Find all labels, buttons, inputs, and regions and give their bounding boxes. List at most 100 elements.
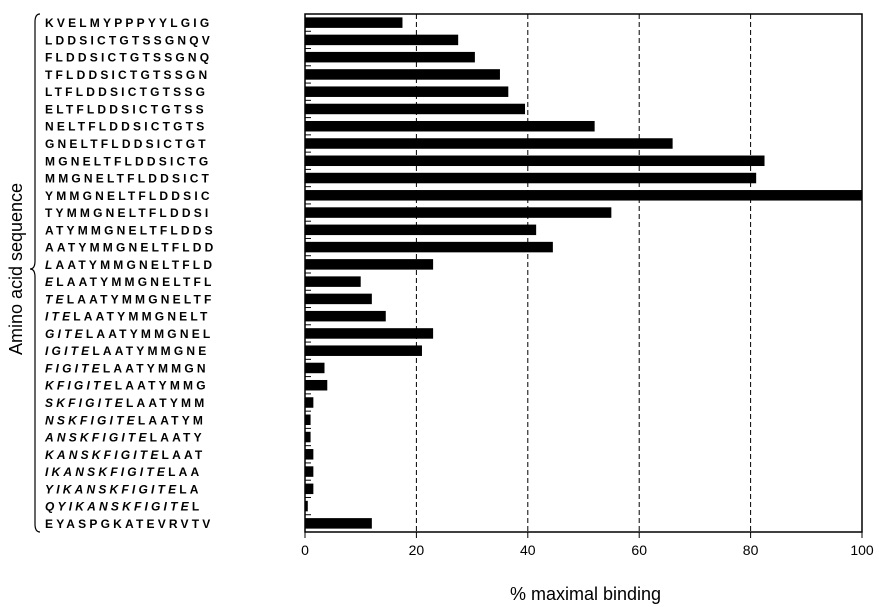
grid-lines [415, 14, 752, 532]
bar [305, 190, 862, 201]
y-tick-label: ELAATYMMGNELTFL [45, 275, 215, 289]
bar [305, 293, 372, 305]
y-ticks [305, 30, 311, 533]
y-tick-label-plain-part: LAATYMMGNELTF [67, 292, 215, 306]
y-tick-label: LDDSICTGTSSGNQV [45, 33, 213, 47]
bar [305, 345, 422, 356]
y-tick-label: YMMGNELTFLDDSIC [45, 189, 213, 203]
y-tick-label: IKANSKFIGITELAA [45, 465, 202, 479]
y-tick-label-italic-part: KANSKFIGITE [45, 448, 162, 462]
y-axis-title: Amino acid sequence [6, 183, 26, 355]
y-tick-label-plain-part: LAATYMMG [115, 379, 209, 393]
y-tick-label: NSKFIGITELAATYM [45, 413, 206, 427]
x-tick-label: 100 [850, 542, 874, 558]
y-tick-label-plain-part: LAATYMMGNE [92, 344, 209, 358]
bar [305, 449, 314, 460]
y-tick-label-plain-part: LA [179, 482, 201, 496]
x-tick-label: 80 [743, 542, 759, 558]
y-tick-label-plain-part: LAA [168, 465, 202, 479]
bar [305, 466, 314, 477]
bar [305, 17, 403, 28]
y-tick-label: TYMMGNELTFLDDSI [45, 206, 211, 220]
y-tick-label-plain-part: LAATYMM [126, 396, 208, 410]
y-tick-label-italic-part: TE [45, 292, 67, 306]
y-tick-label: TELAATYMMGNELTF [45, 292, 215, 306]
bar [305, 500, 308, 512]
y-tick-label-plain-part: TFLDDSICTGTSSGN [45, 68, 210, 82]
y-tick-label-italic-part: YIKANSKFIGITE [45, 482, 179, 496]
y-tick-label: AATYMMGNELTFLDD [45, 241, 217, 255]
bar [305, 276, 361, 287]
y-tick-label: KFIGITELAATYMMG [45, 379, 209, 393]
bar [305, 86, 509, 97]
bar [305, 103, 526, 115]
y-tick-label-plain-part: LAATYM [138, 413, 206, 427]
y-tick-label: NELTFLDDSICTGTS [45, 120, 207, 134]
y-tick-label-plain-part: GNELTFLDDSICTGT [45, 137, 209, 151]
y-tick-label-plain-part: LAATYMMGNELTFL [56, 275, 214, 289]
y-tick-label-plain-part: LAATYMMGNEL [86, 327, 214, 341]
y-tick-label-plain-part: LAATYMMGN [103, 361, 209, 375]
bar [305, 155, 765, 167]
bar [305, 138, 673, 149]
y-tick-label-italic-part: KFIGITE [45, 379, 115, 393]
y-tick-label: KANSKFIGITELAAT [45, 448, 205, 462]
y-tick-label-plain-part: MMGNELTFLDDSICT [45, 172, 212, 186]
y-tick-label: KVELMYPPPYYLGIG [45, 16, 212, 30]
bar [305, 120, 595, 132]
y-tick-label-italic-part: IKANSKFIGITE [45, 465, 168, 479]
y-tick-label-plain-part: ELTFLDDSICTGTSS [45, 102, 207, 116]
y-tick-labels: KVELMYPPPYYLGIG LDDSICTGTSSGNQV FLDDSICTGT… [44, 16, 217, 531]
bar [305, 379, 328, 391]
bar [305, 328, 434, 339]
y-tick-label: ATYMMGNELTFLDDS [45, 223, 216, 237]
y-tick-label: MGNELTFLDDSICTG [45, 154, 211, 168]
bar [305, 414, 311, 426]
y-tick-label-plain-part: FLDDSICTGTSSGNQ [45, 51, 212, 65]
y-tick-label-italic-part: FIGITE [45, 361, 103, 375]
bar [305, 362, 325, 374]
y-tick-label-plain-part: ATYMMGNELTFLDDS [45, 223, 216, 237]
y-tick-label-italic-part: GITE [45, 327, 86, 341]
bar [305, 518, 372, 529]
y-tick-label: FLDDSICTGTSSGNQ [45, 51, 212, 65]
y-tick-label-plain-part: LAAT [162, 448, 206, 462]
y-tick-label-italic-part: IGITE [45, 344, 92, 358]
y-tick-label-italic-part: ITE [45, 310, 73, 324]
y-tick-label-plain-part: MGNELTFLDDSICTG [45, 154, 211, 168]
y-tick-label-italic-part: QYIKANSKFIGITE [45, 500, 192, 514]
y-tick-label-italic-part: L [45, 258, 56, 272]
y-tick-label: GITELAATYMMGNEL [45, 327, 213, 341]
x-tick-label: 40 [520, 542, 536, 558]
bar [305, 310, 386, 322]
y-tick-label-plain-part: L [192, 500, 203, 514]
x-axis-title: % maximal binding [510, 584, 661, 604]
bar [305, 259, 434, 270]
x-tick-label: 20 [409, 542, 425, 558]
y-tick-label-plain-part: LDDSICTGTSSGNQV [45, 33, 213, 47]
y-tick-label: ANSKFIGITELAATY [44, 431, 205, 445]
y-tick-label: FIGITELAATYMMGN [45, 361, 209, 375]
y-tick-label-italic-part: E [45, 275, 56, 289]
y-tick-label-plain-part: AATYMMGNELTFLD [56, 258, 216, 272]
bar [305, 241, 553, 253]
y-tick-label: EYASPGKATEVRVTV [45, 517, 213, 531]
y-tick-label-italic-part: SKFIGITE [45, 396, 126, 410]
y-tick-label: TFLDDSICTGTSSGN [45, 68, 210, 82]
y-tick-label-plain-part: EYASPGKATEVRVTV [45, 517, 213, 531]
y-tick-label: ELTFLDDSICTGTSS [45, 102, 207, 116]
x-tick-label: 60 [631, 542, 647, 558]
y-tick-label: MMGNELTFLDDSICT [45, 172, 212, 186]
bar [305, 172, 757, 184]
y-tick-label-italic-part: NSKFIGITE [45, 413, 138, 427]
bar [305, 483, 314, 495]
y-tick-label: YIKANSKFIGITELA [45, 482, 202, 496]
y-tick-label-plain-part: KVELMYPPPYYLGIG [45, 16, 212, 30]
y-tick-label: LAATYMMGNELTFLD [45, 258, 215, 272]
y-tick-label-plain-part: LAATYMMGNELT [73, 310, 210, 324]
x-tick-label: 0 [301, 542, 309, 558]
bar [305, 431, 311, 443]
y-tick-label: QYIKANSKFIGITEL [45, 500, 202, 514]
y-tick-label-plain-part: LAATY [150, 431, 205, 445]
y-tick-label-plain-part: TYMMGNELTFLDDSI [45, 206, 211, 220]
